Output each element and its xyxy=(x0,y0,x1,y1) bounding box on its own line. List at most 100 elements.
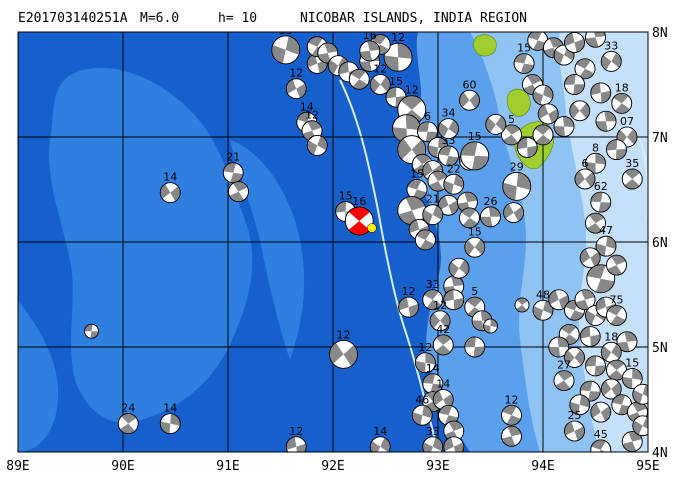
beachball-border xyxy=(616,126,638,148)
compressional-quadrant xyxy=(425,352,436,365)
beachball-border xyxy=(459,207,480,229)
compressional-quadrant xyxy=(160,183,171,199)
compressional-quadrant xyxy=(607,265,622,276)
beachball-border xyxy=(522,74,543,95)
compressional-quadrant xyxy=(564,74,576,85)
compressional-quadrant xyxy=(422,405,433,419)
compressional-quadrant xyxy=(474,239,485,255)
event-depth-label: 14 xyxy=(436,378,450,391)
compressional-quadrant xyxy=(579,68,594,79)
focal-mechanism: 45 xyxy=(590,428,612,452)
beachball-border xyxy=(285,78,307,100)
focal-mechanism xyxy=(464,336,486,358)
compressional-quadrant xyxy=(503,134,519,145)
longitude-tick-label: 95E xyxy=(636,459,659,474)
compressional-quadrant xyxy=(598,202,611,213)
event-depth-label: 12 xyxy=(405,84,419,97)
compressional-quadrant xyxy=(422,161,433,177)
compressional-quadrant xyxy=(586,223,602,234)
focal-mechanism: 21 xyxy=(222,151,244,184)
focal-mechanism: 16 xyxy=(344,195,377,236)
compressional-quadrant xyxy=(232,181,248,192)
focal-mechanism: 12 xyxy=(301,109,323,142)
beachball-border xyxy=(632,415,648,437)
beachball-border xyxy=(590,82,612,104)
compressional-quadrant xyxy=(548,346,561,357)
compressional-quadrant xyxy=(502,405,517,416)
beachball-border xyxy=(448,257,470,279)
compressional-quadrant xyxy=(617,341,630,352)
event-depth-label: 15 xyxy=(468,130,482,143)
compressional-quadrant xyxy=(461,207,477,218)
event-depth-label: 12 xyxy=(373,63,387,76)
longitude-tick-label: 92E xyxy=(321,459,344,474)
compressional-quadrant xyxy=(438,122,449,138)
focal-mechanism: 15 xyxy=(513,42,535,74)
compressional-quadrant xyxy=(601,345,612,361)
beachball-border xyxy=(414,352,436,374)
beachball-border xyxy=(621,368,643,389)
compressional-quadrant xyxy=(448,421,464,431)
beachball-border xyxy=(501,124,522,146)
header-depth: h= 10 xyxy=(218,11,257,26)
compressional-quadrant xyxy=(473,346,485,358)
focal-mechanism: 48 xyxy=(532,288,554,321)
focal-mechanism xyxy=(564,347,585,368)
focal-mechanism xyxy=(606,254,627,276)
focal-mechanism: 33 xyxy=(422,425,444,452)
event-depth-label: 5 xyxy=(508,113,515,126)
focal-mechanism xyxy=(348,68,370,90)
longitude-tick-label: 91E xyxy=(216,459,239,474)
beachball-border xyxy=(564,299,585,321)
focal-mechanism: 12 xyxy=(501,393,522,426)
focal-mechanism: 29 xyxy=(502,160,532,201)
focal-mechanism: 33 xyxy=(600,39,622,72)
compressional-quadrant xyxy=(472,320,484,331)
beachball-border xyxy=(438,118,459,140)
compressional-quadrant xyxy=(613,93,629,104)
beachball-border xyxy=(553,370,575,392)
focal-mechanism: 12 xyxy=(329,328,358,369)
compressional-quadrant xyxy=(348,221,370,235)
header-magnitude: M=6.0 xyxy=(140,11,179,26)
latitude-ticks: 8N 7N 6N 5N 4N xyxy=(652,26,668,461)
focal-mechanism: 12 xyxy=(414,341,436,374)
beachball-border xyxy=(585,355,606,377)
focal-mechanism xyxy=(606,139,627,161)
compressional-quadrant xyxy=(380,437,391,452)
compressional-quadrant xyxy=(453,442,464,452)
compressional-quadrant xyxy=(119,423,136,434)
beachball-border xyxy=(606,305,627,326)
compressional-quadrant xyxy=(569,103,580,119)
event-depth-label: 24 xyxy=(121,402,135,415)
beachball-border xyxy=(369,74,391,95)
compressional-quadrant xyxy=(335,201,347,213)
compressional-quadrant xyxy=(307,120,322,131)
compressional-quadrant xyxy=(469,93,480,109)
compressional-quadrant xyxy=(573,84,585,95)
compressional-quadrant xyxy=(480,216,493,227)
longitude-tick-label: 90E xyxy=(111,459,134,474)
compressional-quadrant xyxy=(397,138,412,160)
compressional-quadrant xyxy=(585,37,599,48)
focal-mechanism: 33 xyxy=(422,278,444,311)
compressional-quadrant xyxy=(386,87,397,99)
compressional-quadrant xyxy=(229,191,245,202)
event-depth-label: 26 xyxy=(484,195,498,208)
compressional-quadrant xyxy=(562,116,574,128)
compressional-quadrant xyxy=(307,140,318,155)
event-depth-label: 27 xyxy=(557,359,571,372)
compressional-quadrant xyxy=(448,119,459,135)
compressional-quadrant xyxy=(286,79,297,94)
compressional-quadrant xyxy=(580,381,593,392)
focal-mechanism: 46 xyxy=(411,393,433,426)
compressional-quadrant xyxy=(453,297,464,310)
event-depth-label: 07 xyxy=(620,115,634,128)
beachball-border xyxy=(271,35,301,65)
compressional-quadrant xyxy=(615,148,627,160)
focal-mechanism: 12 xyxy=(285,67,307,100)
compressional-quadrant xyxy=(84,324,93,332)
beachball-border xyxy=(564,347,585,368)
compressional-quadrant xyxy=(286,436,297,450)
beachball-border xyxy=(383,42,413,72)
